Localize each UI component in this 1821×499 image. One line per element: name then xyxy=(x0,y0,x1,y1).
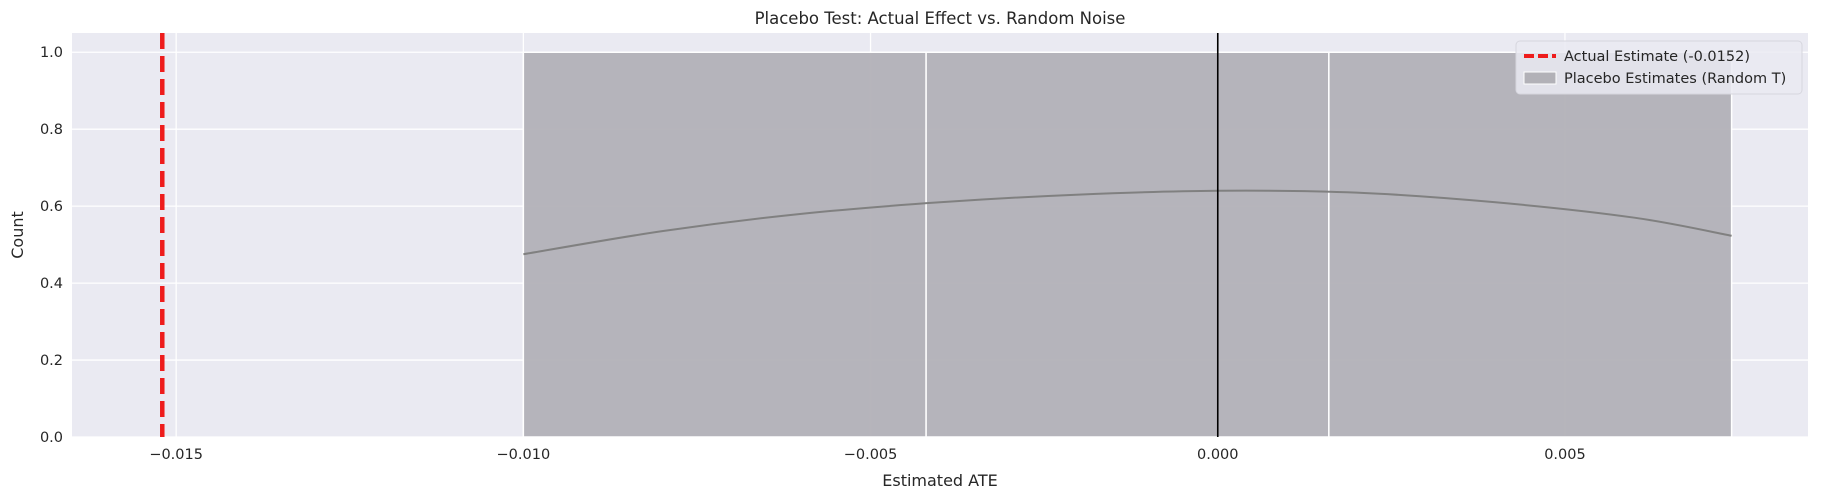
x-tick-label: −0.015 xyxy=(149,447,203,463)
histogram-bar xyxy=(522,51,927,438)
kde-curve xyxy=(523,189,1732,256)
x-axis-label: Estimated ATE xyxy=(882,471,998,490)
legend: Actual Estimate (-0.0152) Placebo Estimat… xyxy=(1515,40,1803,95)
y-tick-label: 0.0 xyxy=(40,430,63,446)
x-tick-label: −0.005 xyxy=(844,447,898,463)
legend-label: Actual Estimate (-0.0152) xyxy=(1564,49,1750,65)
y-tick-label: 0.8 xyxy=(40,122,63,138)
y-tick-label: 0.6 xyxy=(40,199,63,215)
y-tick-label: 1.0 xyxy=(40,45,63,61)
legend-patch-swatch xyxy=(1523,71,1557,85)
legend-box xyxy=(1515,40,1803,95)
histogram-bar xyxy=(1328,51,1733,438)
y-axis-label: Count xyxy=(8,211,27,259)
x-tick-label: 0.005 xyxy=(1544,447,1586,463)
chart-title: Placebo Test: Actual Effect vs. Random N… xyxy=(755,9,1126,28)
y-tick-label: 0.2 xyxy=(40,353,63,369)
legend-label: Placebo Estimates (Random T) xyxy=(1564,71,1786,87)
histogram-bar xyxy=(925,51,1330,438)
y-tick-label: 0.4 xyxy=(40,276,63,292)
x-tick-label: −0.010 xyxy=(497,447,551,463)
x-tick-label: 0.000 xyxy=(1197,447,1239,463)
